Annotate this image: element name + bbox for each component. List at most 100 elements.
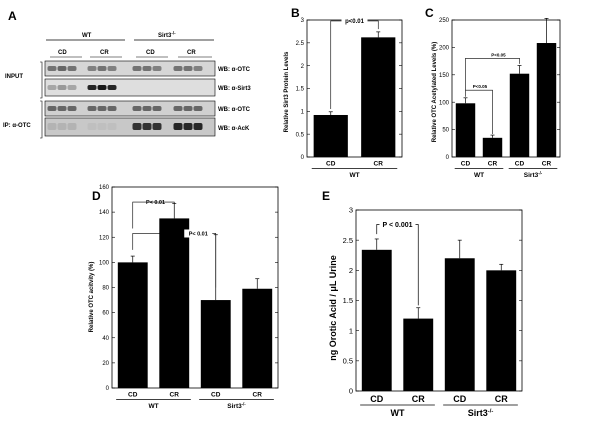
bar xyxy=(200,300,231,388)
significance-label: P<0.05 xyxy=(473,84,488,89)
y-tick-label: 0 xyxy=(106,386,110,392)
blot-band xyxy=(142,106,152,111)
blot-sirt3 xyxy=(44,78,216,97)
y-tick-label: 200 xyxy=(439,46,450,52)
blot-band xyxy=(132,123,142,130)
blot-band xyxy=(107,106,117,111)
significance-bracket xyxy=(465,58,520,91)
blot-band xyxy=(193,66,203,71)
panel-a: A WT Sirt3-/- CD CR CD CR INPUT IP: α-OT… xyxy=(3,9,251,139)
blot-band xyxy=(173,106,183,111)
panel-e: E ng Orotic Acid / μL Urine 0 0.5 1 1.5 2 2.5… xyxy=(322,189,523,418)
y-tick-label: 20 xyxy=(102,361,109,367)
y-tick-label: 0.5 xyxy=(343,356,353,365)
y-tick-label: 40 xyxy=(102,336,109,342)
bar xyxy=(361,37,396,157)
y-tick-label: 0 xyxy=(349,387,353,396)
panel-e-label: E xyxy=(322,189,330,203)
y-tick-label: 0 xyxy=(446,155,450,161)
panel-c-chart: 0 50 100 150 200 250 CD CR CD CR WT Sirt3-/- P<0.05 P… xyxy=(439,18,561,179)
bar xyxy=(242,288,273,388)
group-label: WT xyxy=(349,172,359,179)
blot-band xyxy=(67,123,77,130)
group-label: Sirt3-/- xyxy=(524,170,543,179)
blot-band xyxy=(152,123,162,130)
y-tick-label: 80 xyxy=(102,286,109,292)
x-tick-label: CR xyxy=(170,392,180,399)
blot-band xyxy=(87,66,97,71)
y-tick-label: 250 xyxy=(439,18,450,24)
bar xyxy=(536,43,557,157)
blot-band xyxy=(57,123,67,130)
group-label: WT xyxy=(474,172,484,179)
blot-band xyxy=(183,66,193,71)
bar xyxy=(361,249,392,391)
x-tick-label: CR xyxy=(495,394,508,404)
blot-label: WB: α-Sirt3 xyxy=(218,86,251,92)
y-tick-label: 1.5 xyxy=(343,296,353,305)
blot-band xyxy=(67,106,77,111)
y-tick-label: 3 xyxy=(301,18,305,24)
significance-bracket xyxy=(132,233,217,288)
y-tick-label: 140 xyxy=(99,210,110,216)
x-tick-label: CD xyxy=(326,161,336,168)
group-label: Sirt3-/- xyxy=(227,401,246,410)
blot-band xyxy=(107,85,117,90)
x-tick-label: CD xyxy=(461,161,471,168)
y-tick-label: 0 xyxy=(301,155,305,161)
x-tick-label: CD xyxy=(211,392,221,399)
blot-band xyxy=(193,106,203,111)
blot-band xyxy=(57,66,67,71)
blot-band xyxy=(87,123,97,130)
bar xyxy=(444,258,475,391)
y-tick-label: 1 xyxy=(349,326,353,335)
x-tick-label: CD xyxy=(370,394,383,404)
plot-frame xyxy=(451,19,561,158)
group-label: WT xyxy=(391,408,405,418)
blot-band xyxy=(47,106,57,111)
significance-bracket xyxy=(132,201,175,229)
ip-bracket xyxy=(40,100,43,139)
significance-label: P< 0.01 xyxy=(189,231,208,237)
bar xyxy=(509,73,530,157)
x-tick-label: CR xyxy=(542,161,552,168)
x-tick-label: CR xyxy=(253,392,263,399)
blot-band xyxy=(132,106,142,111)
blot-band xyxy=(47,123,57,130)
panel-b-label: B xyxy=(291,6,300,20)
panel-b: B Relative Sirt3 Protein Levels 0 0.5 1 1.5… xyxy=(284,6,403,179)
group-label: WT xyxy=(148,403,158,410)
blot-band xyxy=(97,123,107,130)
group-label: Sirt3-/- xyxy=(468,408,494,418)
y-tick-label: 3 xyxy=(349,206,353,215)
bar xyxy=(313,114,348,157)
blot-bands xyxy=(47,66,203,130)
x-tick-label: CR xyxy=(412,394,425,404)
blot-band xyxy=(87,85,97,90)
y-tick-label: 100 xyxy=(439,100,450,106)
blot-band xyxy=(67,66,77,71)
lane-label: CD xyxy=(58,50,67,56)
blot-band xyxy=(142,66,152,71)
blot-band xyxy=(87,106,97,111)
blot-band xyxy=(152,66,162,71)
blot-ack xyxy=(44,117,216,137)
bar xyxy=(117,262,148,388)
blot-band xyxy=(97,85,107,90)
bar xyxy=(482,137,503,157)
blot-band xyxy=(47,85,57,90)
blot-band xyxy=(47,66,57,71)
significance-bracket xyxy=(465,89,493,134)
significance-label-bg xyxy=(341,16,368,25)
blot-label: WB: α-OTC xyxy=(218,67,251,73)
blot-band xyxy=(183,106,193,111)
blot-band xyxy=(193,123,203,130)
x-tick-label: CD xyxy=(515,161,525,168)
blot-band xyxy=(152,106,162,111)
lane-label: CD xyxy=(146,50,155,56)
input-label: INPUT xyxy=(5,74,23,80)
y-tick-label: 160 xyxy=(99,185,110,191)
y-tick-label: 50 xyxy=(442,128,449,134)
panel-d-ylabel: Relative OTC acitvity (%) xyxy=(89,262,95,333)
